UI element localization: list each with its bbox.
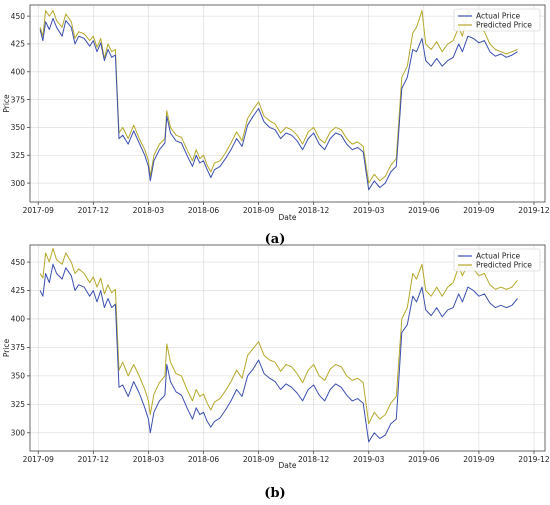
legend-label-predicted-price: Predicted Price [476, 21, 532, 30]
plot-frame [29, 4, 546, 203]
y-tick-label: 425 [11, 40, 26, 49]
series-line-predicted-price [39, 247, 518, 425]
x-tick-label: 2019-03 [353, 455, 385, 464]
caption-b: (b) [264, 486, 285, 501]
chart-panel-a: 2017-09 2017-12 2018-03 2018-06 2018-09 2018-… [2, 4, 550, 222]
y-tick-label: 450 [11, 12, 26, 21]
y-tick-label: 350 [11, 123, 26, 132]
y-tick-label: 450 [11, 258, 26, 267]
x-tick-label: 2017-12 [78, 206, 110, 215]
y-tick-label: 375 [11, 95, 26, 104]
legend-box [453, 8, 541, 32]
y-tick-label: 400 [11, 315, 26, 324]
x-tick-label: 2019-06 [408, 455, 440, 464]
x-tick-label: 2018-09 [243, 206, 275, 215]
x-tick-label: 2019-03 [353, 206, 385, 215]
legend-label-predicted-price: Predicted Price [476, 261, 532, 270]
x-tick-label: 2018-03 [133, 206, 165, 215]
x-tick-label: 2019-06 [408, 206, 440, 215]
x-tick-label: 2019-09 [463, 455, 495, 464]
plot-frame [29, 244, 546, 452]
x-tick-label: 2019-09 [463, 206, 495, 215]
legend-label-actual-price: Actual Price [476, 12, 521, 21]
y-tick-label: 325 [11, 151, 26, 160]
x-tick-label: 2018-09 [243, 455, 275, 464]
x-tick-label: 2018-06 [188, 206, 220, 215]
x-tick-label: 2017-12 [78, 455, 110, 464]
y-axis-label: Price [2, 94, 11, 113]
x-tick-label: 2017-09 [23, 455, 55, 464]
y-tick-label: 425 [11, 286, 26, 295]
series-line-predicted-price [39, 10, 518, 184]
x-axis-label: Date [279, 461, 297, 470]
x-tick-label: 2018-12 [298, 455, 330, 464]
x-tick-label: 2019-12 [518, 455, 550, 464]
y-tick-label: 300 [11, 179, 26, 188]
series-line-actual-price [39, 17, 518, 191]
x-axis-label: Date [279, 213, 297, 222]
legend-box [453, 248, 541, 272]
x-tick-label: 2019-12 [518, 206, 550, 215]
y-tick-label: 300 [11, 428, 26, 437]
y-tick-label: 375 [11, 343, 26, 352]
chart-panel-b: 2017-09 2017-12 2018-03 2018-06 2018-09 2018-… [2, 244, 550, 470]
y-tick-label: 350 [11, 372, 26, 381]
x-tick-label: 2017-09 [23, 206, 55, 215]
x-tick-label: 2018-12 [298, 206, 330, 215]
x-tick-label: 2018-03 [133, 455, 165, 464]
caption-a: (a) [265, 232, 286, 247]
y-tick-label: 400 [11, 67, 26, 76]
y-tick-label: 325 [11, 400, 26, 409]
legend-label-actual-price: Actual Price [476, 252, 521, 261]
x-tick-label: 2018-06 [188, 455, 220, 464]
series-line-actual-price [39, 263, 518, 443]
y-axis-label: Price [2, 338, 11, 357]
